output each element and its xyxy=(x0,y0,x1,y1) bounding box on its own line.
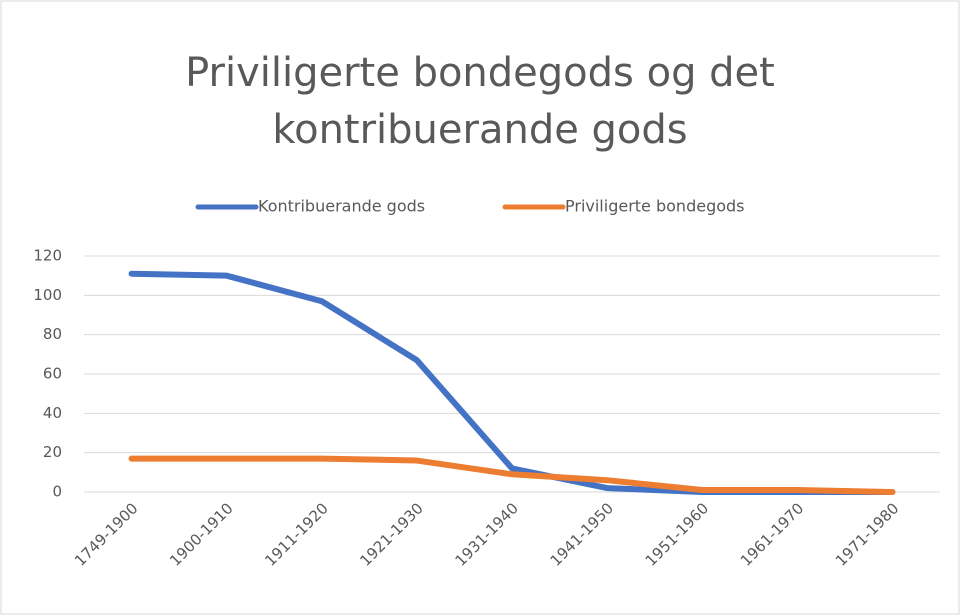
y-tick-label: 100 xyxy=(33,286,62,304)
y-tick-label: 60 xyxy=(43,365,62,383)
y-tick-label: 0 xyxy=(52,483,62,501)
legend-label: Kontribuerande gods xyxy=(258,197,425,216)
chart-title: Priviligerte bondegods og det kontribuera… xyxy=(185,50,775,153)
legend-label: Priviligerte bondegods xyxy=(565,197,745,216)
y-tick-label: 80 xyxy=(43,325,62,343)
y-tick-label: 20 xyxy=(43,443,62,461)
series-line xyxy=(128,455,896,495)
y-tick-label: 40 xyxy=(43,404,62,422)
y-tick-label: 120 xyxy=(33,247,62,265)
